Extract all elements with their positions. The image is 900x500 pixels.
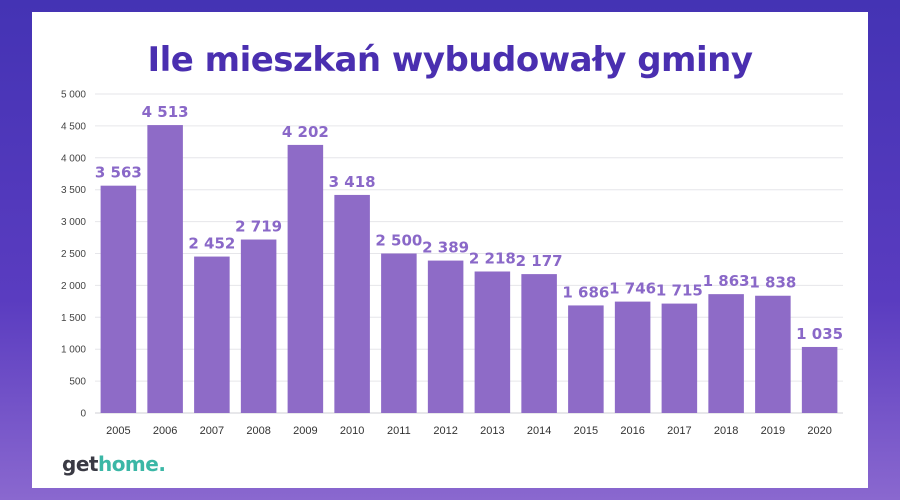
value-label: 4 202 — [282, 123, 329, 141]
bar-2010 — [334, 194, 370, 413]
bar-2020 — [801, 346, 838, 413]
y-tick-label: 0 — [80, 409, 86, 420]
value-label: 1 863 — [703, 272, 750, 290]
x-tick-label: 2010 — [340, 425, 364, 437]
value-label: 1 746 — [609, 280, 656, 298]
y-tick-label: 5 000 — [61, 90, 86, 101]
y-tick-label: 1 500 — [61, 313, 86, 324]
y-tick-label: 3 000 — [61, 217, 86, 228]
bar-2015 — [568, 305, 604, 413]
x-tick-label: 2006 — [153, 425, 177, 437]
x-tick-label: 2014 — [527, 425, 551, 437]
bar-2007 — [194, 256, 230, 413]
bar-2018 — [708, 294, 744, 413]
value-label: 2 389 — [422, 239, 469, 257]
x-tick-label: 2007 — [200, 425, 224, 437]
bar-2009 — [287, 144, 324, 413]
x-tick-label: 2005 — [106, 425, 130, 437]
bar-2005 — [100, 185, 137, 413]
bar-2019 — [755, 295, 791, 413]
y-axis-ticks: 0 500 1 000 1 500 2 000 2 500 3 000 3 500 4 000 4… — [61, 90, 86, 420]
x-tick-label: 2020 — [807, 425, 831, 437]
logo-text-home: home. — [97, 452, 166, 476]
chart-title: Ile mieszkań wybudowały gminy — [147, 40, 753, 80]
bar-2012 — [427, 260, 464, 413]
value-label: 2 500 — [375, 232, 422, 250]
y-tick-label: 2 000 — [61, 281, 86, 292]
y-tick-label: 3 500 — [61, 185, 86, 196]
logo-text-get: get — [62, 452, 98, 476]
x-tick-label: 2013 — [480, 425, 504, 437]
bars — [100, 125, 838, 413]
x-tick-label: 2008 — [246, 425, 270, 437]
x-tick-label: 2009 — [293, 425, 317, 437]
x-tick-label: 2017 — [667, 425, 691, 437]
x-tick-label: 2019 — [761, 425, 785, 437]
y-tick-label: 4 500 — [61, 121, 86, 132]
x-tick-label: 2012 — [433, 425, 457, 437]
x-tick-label: 2016 — [620, 425, 644, 437]
value-label: 3 418 — [329, 173, 376, 191]
value-label: 1 838 — [749, 274, 796, 292]
value-label: 1 686 — [562, 283, 609, 301]
value-label: 2 218 — [469, 249, 516, 267]
y-tick-label: 2 500 — [61, 249, 86, 260]
bar-2017 — [661, 303, 698, 413]
y-tick-label: 1 000 — [61, 345, 86, 356]
value-label: 2 177 — [516, 252, 563, 270]
value-label: 1 715 — [656, 282, 703, 300]
bar-2008 — [240, 239, 277, 413]
value-label: 1 035 — [796, 325, 843, 343]
bar-2016 — [614, 301, 651, 413]
value-label: 4 513 — [142, 103, 189, 121]
y-tick-label: 4 000 — [61, 153, 86, 164]
value-label: 2 452 — [188, 235, 235, 253]
bar-2014 — [521, 274, 557, 413]
bar-2006 — [147, 125, 183, 413]
bar-2013 — [474, 271, 511, 413]
x-axis-ticks: 2005 2006 2007 2008 2009 2010 2011 2012 2013 2014… — [106, 425, 832, 437]
gethome-logo: gethome. — [62, 452, 166, 476]
value-label: 2 719 — [235, 218, 282, 236]
x-tick-label: 2011 — [387, 425, 411, 437]
y-tick-label: 500 — [69, 377, 86, 388]
value-label: 3 563 — [95, 164, 142, 182]
x-tick-label: 2015 — [574, 425, 598, 437]
x-tick-label: 2018 — [714, 425, 738, 437]
bar-2011 — [381, 253, 417, 413]
